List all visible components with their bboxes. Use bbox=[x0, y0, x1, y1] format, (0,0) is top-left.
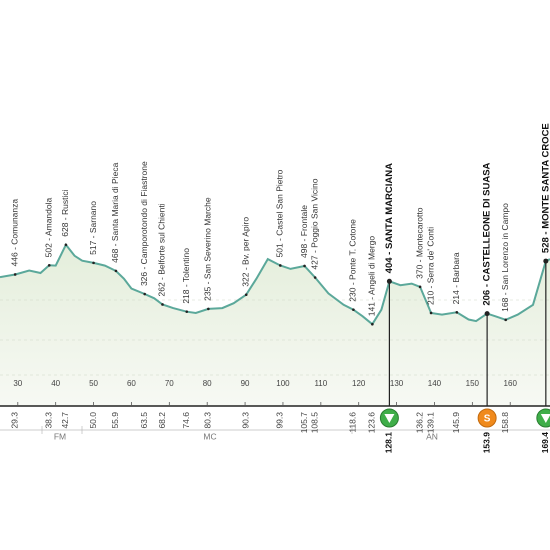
waypoint-label: 501 - Castel San Pietro bbox=[275, 169, 285, 257]
x-tick-label: 160 bbox=[504, 379, 518, 388]
waypoint-label: 206 - CASTELLEONE DI SUASA bbox=[482, 162, 493, 305]
waypoint-label: 517 - Sarnano bbox=[88, 201, 98, 255]
waypoint-dot bbox=[92, 261, 95, 265]
distance-label: 136.2 bbox=[414, 412, 424, 434]
distance-label: 74.6 bbox=[181, 412, 191, 429]
distance-label: 108.5 bbox=[309, 412, 319, 434]
waypoint-label: 326 - Camporotondo di Fiastrone bbox=[139, 161, 149, 286]
waypoint-label: 628 - Rustici bbox=[60, 189, 70, 236]
waypoint-dot bbox=[64, 243, 68, 247]
waypoint-dot bbox=[313, 276, 317, 279]
distance-label: 90.3 bbox=[240, 412, 250, 429]
plot: 30 40 50 60 70 80 90 100 110 120 130 140 150 160 FM MC A… bbox=[0, 123, 550, 453]
province-label: MC bbox=[203, 431, 216, 441]
distance-label: 80.3 bbox=[203, 412, 213, 429]
waypoint-label: 141 - Angeli di Mergo bbox=[367, 236, 377, 317]
waypoint-label: 168 - San Lorenzo in Campo bbox=[500, 203, 510, 312]
waypoint-dot bbox=[418, 285, 422, 289]
distance-label: 38.3 bbox=[43, 412, 53, 429]
x-tick-label: 120 bbox=[352, 379, 366, 388]
waypoint-dot bbox=[504, 318, 507, 322]
waypoint-label: 498 - Frontale bbox=[299, 205, 309, 258]
climb-icon-triangle bbox=[540, 414, 550, 423]
waypoint-dot bbox=[371, 322, 374, 326]
waypoint-dot bbox=[47, 264, 51, 267]
waypoint-label: 262 - Belforte sul Chienti bbox=[157, 203, 167, 296]
waypoint-dot bbox=[352, 308, 355, 312]
waypoint-label: 214 - Barbara bbox=[451, 252, 461, 304]
x-tick-label: 140 bbox=[428, 379, 442, 388]
distance-label: 68.2 bbox=[157, 412, 167, 429]
waypoint-dot bbox=[244, 293, 248, 296]
x-tick-label: 30 bbox=[13, 379, 22, 388]
profile-fill bbox=[0, 244, 550, 406]
waypoint-label: 235 - San Severino Marche bbox=[203, 197, 213, 301]
sprint-icon-text: S bbox=[484, 414, 491, 425]
x-tick-label: 150 bbox=[466, 379, 480, 388]
waypoint-label: 446 - Comunanza bbox=[9, 199, 19, 267]
climb-icon-triangle bbox=[384, 414, 395, 423]
distance-label: 63.5 bbox=[139, 412, 149, 429]
x-tick-label: 80 bbox=[203, 379, 212, 388]
province-label: AN bbox=[426, 431, 438, 441]
waypoint-label: 427 - Poggio San Vicino bbox=[309, 178, 319, 269]
sprint-icon bbox=[477, 408, 497, 428]
distance-label: 55.9 bbox=[110, 412, 120, 429]
waypoint-dot bbox=[429, 311, 433, 315]
waypoint-dot bbox=[13, 273, 17, 276]
distance-label: 158.8 bbox=[500, 412, 510, 434]
distance-label: 29.3 bbox=[9, 412, 19, 429]
waypoint-dot bbox=[185, 310, 189, 313]
waypoint-dot bbox=[484, 311, 490, 317]
x-tick-label: 60 bbox=[127, 379, 136, 388]
waypoint-label: 370 - Montecarotto bbox=[414, 207, 424, 279]
waypoint-label: 230 - Ponte T. Cotone bbox=[348, 219, 358, 302]
waypoint-label: 322 - Bv. per Apiro bbox=[240, 217, 250, 287]
waypoint-label: 502 - Amandola bbox=[43, 198, 53, 258]
distance-label: 145.9 bbox=[451, 412, 461, 434]
distance-label: 99.3 bbox=[275, 412, 285, 429]
profile-line bbox=[0, 242, 550, 326]
x-tick-label: 130 bbox=[390, 379, 404, 388]
distance-label: 153.9 bbox=[481, 432, 491, 454]
distance-label: 118.6 bbox=[348, 412, 358, 433]
waypoint-label: 404 - SANTA MARCIANA bbox=[384, 163, 395, 273]
x-tick-label: 50 bbox=[89, 379, 98, 388]
distance-label: 128.1 bbox=[384, 432, 394, 454]
waypoint-dot bbox=[455, 311, 459, 314]
x-tick-label: 40 bbox=[51, 379, 60, 388]
province-label: FM bbox=[54, 431, 66, 441]
distance-label: 42.7 bbox=[60, 412, 70, 429]
waypoint-dot bbox=[207, 307, 210, 311]
waypoint-dot bbox=[543, 258, 549, 264]
distance-label: 169.4 bbox=[540, 432, 550, 454]
distance-label: 50.0 bbox=[88, 412, 98, 429]
waypoint-dot bbox=[303, 264, 306, 268]
waypoint-dot bbox=[279, 264, 282, 267]
x-tick-label: 100 bbox=[276, 379, 290, 388]
x-tick-label: 110 bbox=[314, 379, 327, 388]
waypoint-dot bbox=[143, 292, 146, 296]
waypoint-dot bbox=[386, 278, 392, 284]
waypoint-dot bbox=[114, 269, 118, 273]
x-tick-label: 90 bbox=[241, 379, 250, 388]
x-tick-label: 70 bbox=[165, 379, 174, 388]
waypoint-label: 528 - MONTE SANTA CROCE bbox=[540, 123, 550, 253]
profile-area bbox=[0, 244, 550, 406]
distance-label: 123.6 bbox=[367, 412, 377, 434]
waypoint-dot bbox=[161, 303, 164, 306]
distance-label: 139.1 bbox=[425, 412, 435, 434]
distance-label: 105.7 bbox=[299, 412, 309, 434]
waypoint-label: 468 - Santa Maria di Pieca bbox=[110, 162, 120, 262]
waypoint-label: 210 - Serra de' Conti bbox=[425, 227, 435, 305]
waypoint-label: 218 - Tolentino bbox=[181, 248, 191, 304]
